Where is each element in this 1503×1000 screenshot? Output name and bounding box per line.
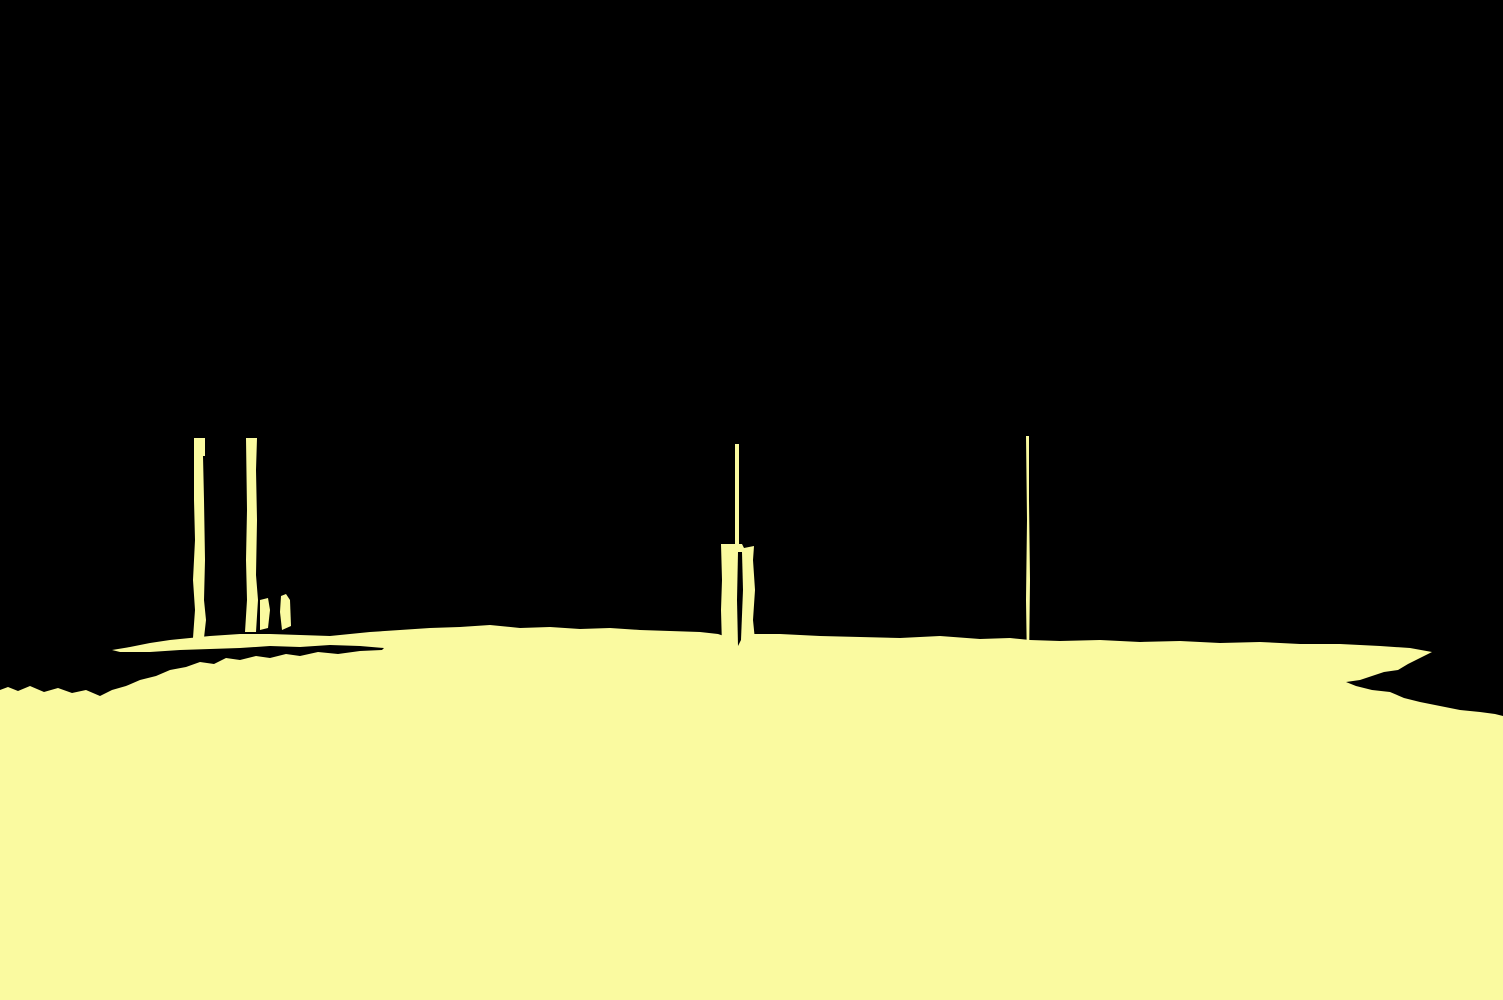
center-thin-pole (735, 444, 739, 544)
ground-region (0, 625, 1503, 1000)
left-pole-b (245, 438, 258, 632)
center-box-post-shadow (737, 552, 743, 646)
left-pole-fragment-2 (280, 594, 291, 630)
right-thin-pole (1026, 436, 1030, 665)
left-pole-fragment (260, 598, 270, 630)
left-pole-a (193, 438, 206, 638)
